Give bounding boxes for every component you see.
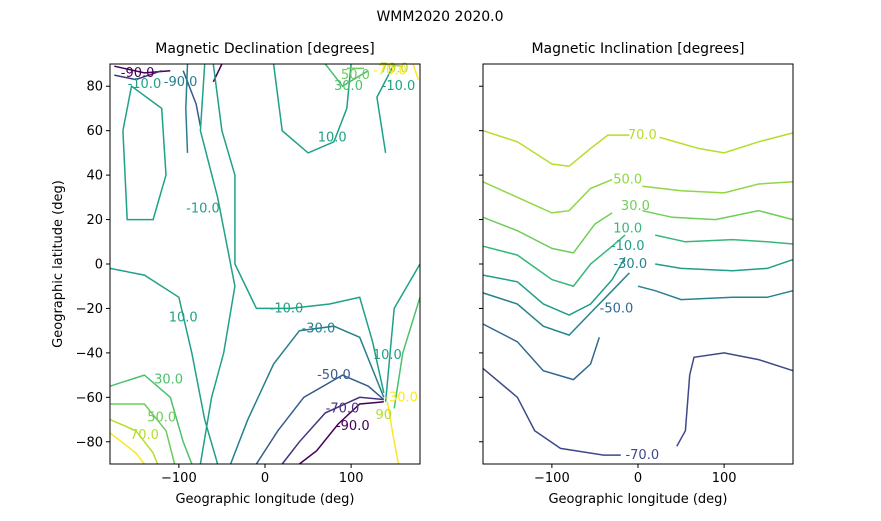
contour-label--30.0-1: -90.0: [164, 75, 198, 90]
panel1-ylabel: Geographic latitude (deg): [51, 180, 66, 348]
panel1-xticks: −100 0 100: [161, 464, 364, 486]
contour-label--10.0-0: -10.0: [186, 201, 220, 216]
contour-label--30.0-0: -30.0: [613, 257, 647, 272]
contour-label--30.0-0: -30.0: [302, 321, 336, 336]
suptitle: WMM2020 2020.0: [376, 9, 503, 25]
panel2-yticks: [479, 85, 483, 443]
contour-line-50.0-0: [482, 178, 613, 214]
contour-label--70.0-0: -70.0: [326, 401, 360, 416]
panel1-contours: [109, 63, 421, 465]
panel2-contour-labels: -70.0 -50.0 -30.0 -10.0 10.0 30.0 50.0 70.0: [600, 128, 659, 463]
contour-line-10.0-1: [384, 263, 421, 402]
contour-line-30.0-1: [642, 209, 794, 221]
contour-line-30.0-2: [393, 297, 421, 409]
contour-label--10.0-0: -10.0: [611, 239, 645, 254]
xtick-label--100: −100: [534, 471, 570, 486]
xtick-label-100: 100: [712, 471, 737, 486]
contour-line-90.0-2: [412, 63, 420, 80]
contour-label-10.0-3: -10.0: [382, 79, 416, 94]
contour-line--10.0-1: [212, 63, 385, 394]
contour-line--30.0-1: [637, 285, 794, 301]
ytick-label--20: −20: [76, 302, 103, 317]
contour-label-90.0-1: -30.0: [384, 390, 418, 405]
panel1-yticks: −80 −60 −40 −20 0 20 40 60 80: [76, 80, 110, 450]
ytick-label-20: 20: [86, 213, 103, 228]
ytick-label--60: −60: [76, 391, 103, 406]
contour-line--10.0-0: [482, 256, 626, 316]
contour-label-70.0-2: 90: [376, 408, 393, 423]
xtick-label--100: −100: [161, 471, 197, 486]
contour-line-30.0-1: [324, 63, 369, 88]
contour-label--90.0-0: -90.0: [121, 66, 155, 81]
contour-label--90.0-1: -90.0: [336, 419, 370, 434]
contour-line-10.0-0: [482, 234, 626, 288]
contour-label-50.0-1: 50.0: [341, 68, 370, 83]
contour-line--10.0-2: [122, 84, 167, 221]
panel-inclination: Magnetic Inclination [degrees] -70.0 -50.…: [479, 41, 794, 507]
ytick-label-40: 40: [86, 169, 103, 184]
contour-label-50.0-0: 50.0: [147, 410, 176, 425]
contour-line-70.0-0: [109, 418, 159, 465]
ytick-label--40: −40: [76, 346, 103, 361]
contour-line-30.0-0: [482, 212, 613, 254]
contour-line-10.0-0: [109, 267, 219, 465]
contour-line--30.0-0: [229, 325, 385, 465]
contour-label--50.0-0: -50.0: [317, 368, 351, 383]
contour-label-10.0-0: 10.0: [169, 310, 198, 325]
contour-label-50.0-0: 50.0: [613, 173, 642, 188]
contour-line--90.0-1: [298, 401, 384, 465]
ytick-label-80: 80: [86, 80, 103, 95]
contour-line-10.0-1: [655, 234, 794, 245]
panel1-title: Magnetic Declination [degrees]: [155, 41, 374, 57]
panel2-xlabel: Geographic longitude (deg): [548, 492, 727, 507]
ytick-label-60: 60: [86, 124, 103, 139]
contour-label--70.0-0: -70.0: [625, 448, 659, 463]
contour-line-10.0-2: [272, 63, 352, 154]
panel1-contour-labels: -90.0-90.0-70.0-50.0-30.0-90.0-10.0-10.0…: [121, 61, 418, 443]
ytick-label--80: −80: [76, 435, 103, 450]
contour-line--10.0-0: [199, 63, 236, 465]
contour-label-70.0-0: 70.0: [130, 428, 159, 443]
contour-label--50.0-0: -50.0: [600, 301, 634, 316]
contour-label-10.0-1: 10.0: [373, 348, 402, 363]
ytick-label-0: 0: [95, 258, 103, 273]
contour-line--70.0-0: [482, 367, 621, 456]
contour-line-10.0-3: [376, 63, 395, 154]
contour-line--50.0-0: [255, 374, 385, 465]
contour-line-90.0-1: [386, 401, 400, 465]
contour-line--30.0-1: [185, 63, 189, 153]
panel2-title: Magnetic Inclination [degrees]: [531, 41, 744, 57]
contour-label-30.0-1: 30.0: [334, 79, 363, 94]
contour-line-90.0-0: [109, 432, 145, 465]
contour-line--10.0-1: [655, 258, 794, 272]
contour-line-50.0-0: [110, 403, 176, 465]
contour-line-50.0-1: [642, 181, 794, 194]
panel-declination: Magnetic Declination [degrees] -90.0 -90.…: [51, 41, 421, 507]
contour-label-10.0-2: 10.0: [318, 130, 347, 145]
panel2-contours: [482, 129, 794, 456]
contour-label--10.0-2: -10.0: [128, 77, 162, 92]
contour-line-70.0-1: [659, 132, 794, 154]
contour-label-70.0-1: 70.0: [380, 61, 409, 76]
panel2-xticks: −100 0 100: [534, 464, 737, 486]
contour-line--30.0-0: [482, 272, 630, 336]
contour-line-70.0-0: [482, 129, 630, 167]
contour-line--70.0-1: [281, 396, 384, 465]
contour-label-70.0-0: 70.0: [628, 128, 657, 143]
contour-label-10.0-0: 10.0: [613, 221, 642, 236]
contour-line--70.0-0: [114, 69, 162, 81]
xtick-label-0: 0: [634, 471, 642, 486]
contour-label--10.0-1: -10.0: [270, 301, 304, 316]
contour-line--70.0-1: [676, 352, 794, 447]
contour-label-90.0-0: -70.0: [373, 64, 407, 79]
xtick-label-0: 0: [261, 471, 269, 486]
contour-line--50.0-0: [482, 323, 601, 381]
contour-label-30.0-0: 30.0: [621, 199, 650, 214]
xtick-label-100: 100: [339, 471, 364, 486]
panel1-xlabel: Geographic longitude (deg): [175, 492, 354, 507]
contour-label-30.0-0: 30.0: [154, 373, 183, 388]
contour-line-30.0-0: [109, 374, 193, 465]
panel1-frame: [109, 63, 421, 465]
